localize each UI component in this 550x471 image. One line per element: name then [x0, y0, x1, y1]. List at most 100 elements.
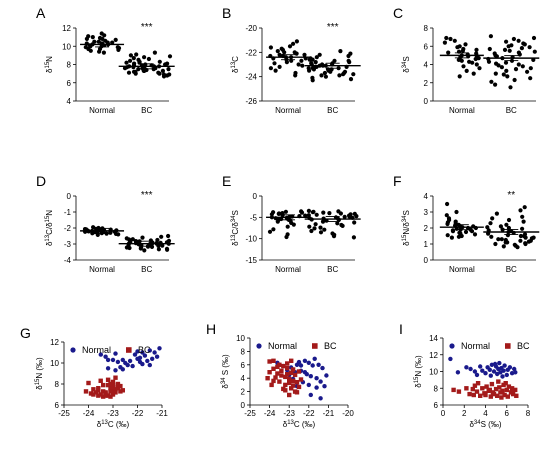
panel-b: B -26 -24 -22 -20 δ13C Normal BC ***	[222, 5, 361, 115]
data-point	[446, 50, 451, 55]
data-point	[140, 235, 145, 240]
panel-c: C 0 2 4 6 8 δ34S Normal BC	[393, 5, 540, 115]
x-category-label: Normal	[275, 106, 301, 115]
normal-point	[140, 361, 145, 367]
data-point	[146, 56, 151, 62]
data-point	[275, 49, 280, 54]
y-tick-label: 2	[241, 388, 246, 397]
panel-letter: A	[36, 5, 46, 21]
data-point	[284, 234, 289, 240]
label-fragment: N	[402, 229, 411, 235]
data-point	[307, 224, 312, 229]
data-point	[448, 36, 453, 42]
normal-point	[464, 365, 469, 370]
data-point	[531, 35, 537, 41]
y-tick-label: 0	[67, 192, 72, 201]
bc-point	[277, 379, 282, 384]
y-tick-label: 0	[253, 192, 258, 201]
y-tick-label: 8	[434, 384, 439, 393]
data-point	[532, 49, 537, 54]
significance-stars: ***	[327, 22, 339, 33]
data-point	[317, 52, 322, 57]
y-tick-label: 0	[424, 256, 429, 265]
label-fragment: S	[231, 210, 240, 215]
normal-point	[483, 371, 488, 376]
data-point	[165, 247, 170, 252]
data-point	[528, 66, 533, 71]
y-tick-label: 10	[62, 42, 71, 51]
data-point	[307, 57, 312, 62]
y-tick-label: 6	[434, 401, 439, 410]
bc-point	[96, 386, 101, 391]
data-point	[449, 235, 454, 240]
bc-point	[281, 363, 286, 369]
normal-point	[120, 357, 126, 363]
data-point	[505, 233, 510, 238]
data-point	[156, 243, 161, 248]
data-point	[506, 225, 511, 231]
bc-point	[285, 365, 290, 371]
bc-point	[483, 392, 488, 398]
data-point	[165, 73, 170, 78]
y-tick-label: 1	[424, 240, 429, 249]
data-point	[267, 229, 273, 234]
x-category-label: BC	[506, 106, 517, 115]
data-point	[520, 214, 525, 219]
data-point	[456, 234, 461, 239]
normal-point	[513, 370, 518, 375]
bc-point	[283, 374, 288, 380]
y-tick-label: -1	[64, 208, 72, 217]
data-point	[309, 228, 314, 234]
legend-bc-label: BC	[138, 345, 151, 355]
bc-point	[289, 386, 294, 391]
data-point	[460, 48, 465, 53]
bc-point	[480, 386, 485, 391]
bc-point	[495, 393, 500, 398]
data-point	[314, 55, 319, 60]
legend-normal-marker	[449, 343, 455, 349]
normal-point	[512, 366, 517, 372]
bc-point	[105, 377, 111, 382]
data-point	[455, 45, 460, 50]
bc-point	[292, 372, 298, 378]
bc-point	[502, 392, 507, 398]
label-fragment: δ	[231, 222, 240, 227]
data-point	[100, 36, 105, 42]
label-fragment: N	[35, 373, 44, 379]
x-tick-label: 2	[462, 409, 467, 418]
label-fragment: δ	[221, 384, 230, 389]
normal-point	[448, 356, 453, 362]
data-point	[493, 241, 498, 247]
normal-point	[147, 348, 152, 353]
data-point	[352, 220, 357, 225]
bc-point	[120, 388, 125, 393]
normal-point	[488, 373, 493, 378]
bc-point	[499, 395, 504, 400]
bc-point	[289, 358, 294, 363]
bc-point	[271, 378, 276, 384]
normal-point	[130, 363, 135, 369]
bc-point	[113, 387, 118, 392]
normal-point	[492, 361, 498, 367]
data-point	[285, 224, 290, 229]
data-point	[506, 44, 511, 49]
normal-point	[103, 354, 108, 359]
normal-point	[115, 359, 121, 365]
bc-point	[110, 379, 116, 385]
bc-point	[488, 394, 493, 399]
data-point	[88, 48, 93, 53]
data-point	[354, 214, 359, 219]
data-point	[163, 62, 168, 67]
label-fragment: S	[481, 420, 486, 429]
y-tick-label: -20	[245, 24, 257, 33]
y-axis-label: δ13C/δ15N	[45, 210, 54, 246]
data-point	[499, 237, 504, 242]
y-axis-label: δ15N	[45, 56, 54, 73]
normal-point	[113, 351, 118, 356]
data-point	[490, 216, 495, 221]
x-tick-label: -24	[83, 409, 95, 418]
data-point	[90, 35, 95, 40]
data-point	[294, 51, 299, 56]
normal-point	[318, 396, 323, 401]
